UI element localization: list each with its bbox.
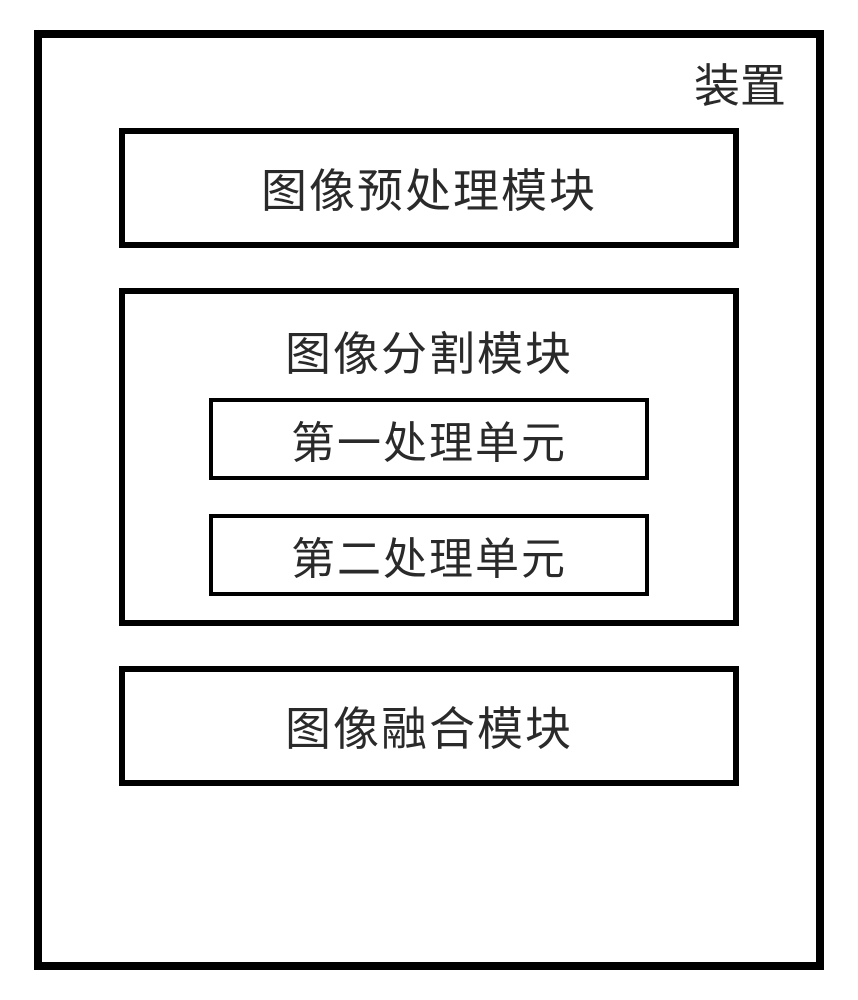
segmentation-label: 图像分割模块 — [285, 318, 573, 384]
first-processing-unit: 第一处理单元 — [209, 398, 649, 480]
first-unit-label: 第一处理单元 — [291, 407, 567, 471]
fusion-module: 图像融合模块 — [119, 666, 739, 786]
device-container: 装置 图像预处理模块 图像分割模块 第一处理单元 第二处理单元 图像融合模块 — [34, 30, 824, 970]
modules-wrapper: 图像预处理模块 图像分割模块 第一处理单元 第二处理单元 图像融合模块 — [92, 128, 766, 786]
segmentation-content: 图像分割模块 第一处理单元 第二处理单元 — [145, 318, 713, 596]
preprocessing-module: 图像预处理模块 — [119, 128, 739, 248]
second-processing-unit: 第二处理单元 — [209, 514, 649, 596]
fusion-label: 图像融合模块 — [285, 693, 573, 759]
device-title: 装置 — [694, 50, 786, 116]
second-unit-label: 第二处理单元 — [291, 523, 567, 587]
segmentation-module: 图像分割模块 第一处理单元 第二处理单元 — [119, 288, 739, 626]
preprocessing-label: 图像预处理模块 — [261, 155, 597, 221]
